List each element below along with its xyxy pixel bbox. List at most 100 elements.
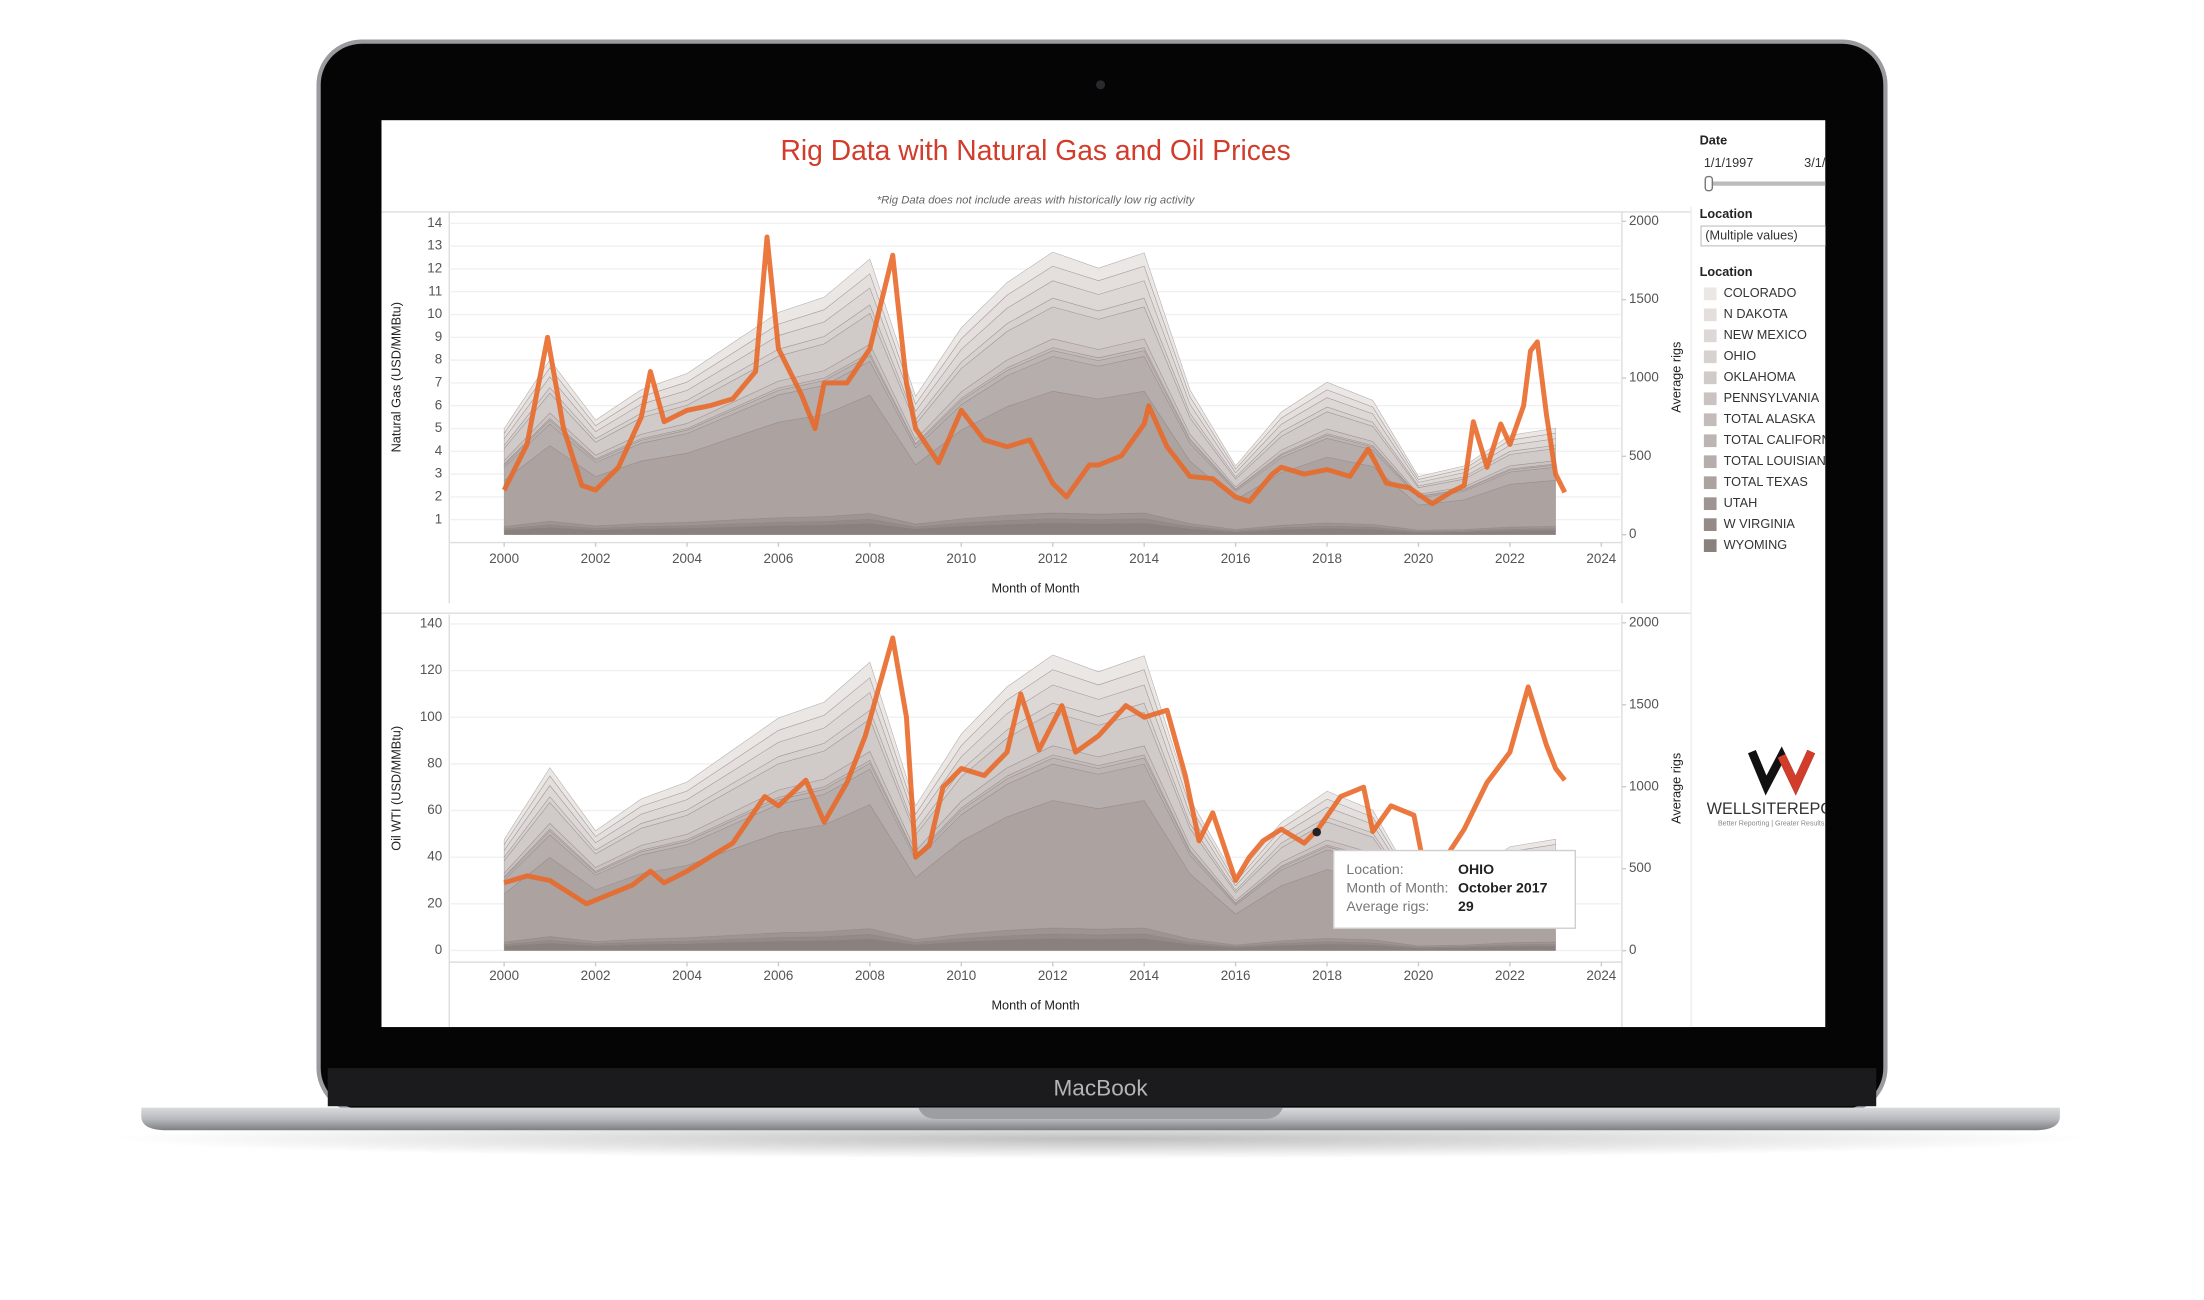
y2-tick-label: 0 (1629, 942, 1636, 957)
dashboard-title: Rig Data with Natural Gas and Oil Prices (780, 134, 1290, 166)
dashboard-note: *Rig Data does not include areas with hi… (877, 195, 1196, 207)
legend-label: OKLAHOMA (1724, 369, 1797, 384)
y-tick-label: 40 (427, 849, 442, 864)
legend-swatch (1703, 455, 1717, 469)
y-tick-label: 5 (435, 420, 442, 435)
x-tick-label: 2018 (1312, 968, 1342, 983)
x-tick-label: 2024 (1586, 551, 1616, 566)
device-label: MacBook (1053, 1075, 1148, 1100)
date-start[interactable]: 1/1/1997 (1704, 155, 1753, 170)
x-tick-label: 2014 (1129, 968, 1159, 983)
legend-title: Location (1700, 264, 1753, 279)
y-tick-label: 12 (427, 260, 442, 275)
y-tick-label: 1 (435, 511, 442, 526)
x-tick-label: 2016 (1221, 551, 1251, 566)
x-tick-label: 2008 (855, 968, 885, 983)
y-tick-label: 140 (420, 615, 442, 630)
x-tick-label: 2004 (672, 968, 702, 983)
x-tick-label: 2016 (1221, 968, 1251, 983)
slider-handle[interactable] (1704, 175, 1714, 192)
x-tick-label: 2004 (672, 551, 702, 566)
legend-swatch (1703, 287, 1717, 301)
price-line (501, 234, 1567, 507)
hover-point (1312, 827, 1321, 837)
x-tick-label: 2014 (1129, 551, 1159, 566)
legend-swatch (1703, 434, 1717, 448)
tooltip-value: October 2017 (1458, 879, 1548, 895)
tooltip-label: Location: (1346, 861, 1403, 877)
x-axis-title: Month of Month (991, 581, 1079, 596)
y-tick-label: 80 (427, 755, 442, 770)
y-tick-label: 6 (435, 397, 442, 412)
legend-label: NEW MEXICO (1724, 327, 1807, 342)
x-tick-label: 2022 (1495, 968, 1525, 983)
y-tick-label: 60 (427, 802, 442, 817)
legend-swatch (1703, 497, 1717, 511)
tooltip-label: Average rigs: (1346, 898, 1429, 914)
x-tick-label: 2020 (1404, 968, 1434, 983)
tooltip-box (1332, 849, 1577, 929)
x-tick-label: 2008 (855, 551, 885, 566)
legend-label: OHIO (1724, 348, 1757, 363)
location-dropdown[interactable] (1700, 225, 1842, 247)
date-end[interactable]: 3/1/2023 (1804, 155, 1853, 170)
logo: WELLSITEREPORTS Better Reporting | Great… (1707, 746, 1825, 828)
x-tick-label: 2010 (946, 551, 976, 566)
x-tick-label: 2000 (489, 968, 519, 983)
x-tick-label: 2022 (1495, 551, 1525, 566)
y2-tick-label: 500 (1629, 860, 1651, 875)
tooltip-value: OHIO (1458, 861, 1494, 877)
y-tick-label: 10 (427, 306, 442, 321)
legend-swatch (1703, 329, 1717, 343)
y2-tick-label: 1500 (1629, 696, 1659, 711)
x-axis-title: Month of Month (991, 997, 1079, 1012)
x-tick-label: 2002 (581, 551, 611, 566)
notch (918, 1107, 1283, 1119)
filter-label: Date (1700, 133, 1728, 148)
legend-swatch (1703, 392, 1717, 406)
y2-axis-title: Average rigs (1668, 342, 1683, 413)
x-tick-label: 2024 (1586, 968, 1616, 983)
x-tick-label: 2012 (1038, 551, 1068, 566)
y-tick-label: 100 (420, 709, 442, 724)
screen: Rig Data with Natural Gas and Oil Prices… (381, 120, 1853, 1028)
legend-label: W VIRGINIA (1724, 516, 1796, 531)
x-tick-label: 2010 (946, 968, 976, 983)
y-tick-label: 7 (435, 374, 442, 389)
tooltip: Location: OHIO Month of Month: October 2… (1312, 827, 1577, 929)
chart: 0 20 40 60 80 100 120 140 0 500 1000 1500 2000 2000 20… (388, 614, 1683, 1028)
tooltip-label: Month of Month: (1346, 879, 1448, 895)
x-tick-label: 2020 (1404, 551, 1434, 566)
sidebar: Date 1/1/1997 3/1/2023 Location (Multipl… (1700, 133, 1853, 552)
legend-label: N DAKOTA (1724, 306, 1789, 321)
price-line (503, 635, 1567, 911)
x-tick-label: 2006 (764, 551, 794, 566)
filter-label: Location (1700, 206, 1753, 221)
y2-axis-title: Average rigs (1668, 753, 1683, 824)
y-axis-title: Oil WTI (USD/MMBtu) (388, 726, 403, 851)
legend-label: COLORADO (1724, 285, 1797, 300)
y-tick-label: 8 (435, 352, 442, 367)
legend-label: UTAH (1724, 495, 1758, 510)
y2-tick-label: 500 (1629, 448, 1651, 463)
legend-label: TOTAL ALASKA (1724, 411, 1816, 426)
y-tick-label: 13 (427, 238, 442, 253)
camera (1096, 80, 1106, 90)
legend-label: PENNSYLVANIA (1724, 390, 1820, 405)
x-tick-label: 2012 (1038, 968, 1068, 983)
tooltip-value: 29 (1458, 898, 1474, 914)
area (503, 251, 1556, 480)
plot-area (501, 234, 1567, 535)
y-axis-title: Natural Gas (USD/MMBtu) (388, 302, 403, 452)
y-tick-label: 2 (435, 488, 442, 503)
y2-tick-label: 2000 (1629, 213, 1659, 228)
legend-swatch (1703, 539, 1717, 552)
y2-tick-label: 0 (1629, 526, 1636, 541)
legend-label: WYOMING (1724, 537, 1788, 552)
y-tick-label: 0 (435, 942, 442, 957)
x-tick-label: 2000 (489, 551, 519, 566)
location-value[interactable]: (Multiple values) (1705, 227, 1797, 242)
